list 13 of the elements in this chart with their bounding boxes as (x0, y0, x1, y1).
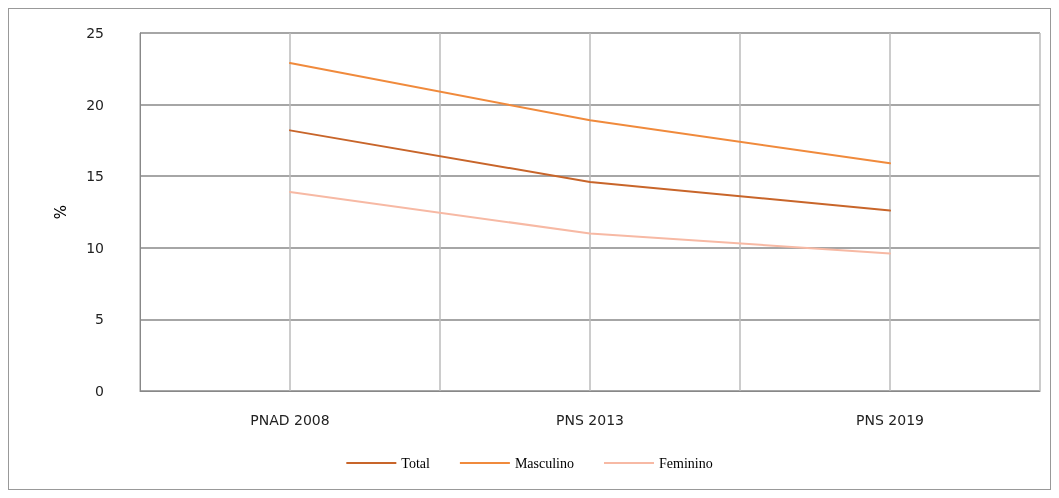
y-tick-label: 20 (86, 96, 104, 113)
y-tick-label: 25 (86, 25, 104, 41)
y-tick-label: 0 (95, 383, 104, 399)
x-tick-label: PNS 2019 (856, 412, 924, 428)
legend-label: Feminino (659, 455, 713, 471)
y-tick-label: 5 (95, 311, 104, 328)
legend-label: Masculino (514, 455, 575, 471)
y-tick-label: 15 (86, 168, 104, 185)
x-tick-label: PNS 2013 (556, 412, 624, 428)
legend-label: Total (401, 455, 431, 471)
y-axis-title: % (51, 204, 70, 220)
y-tick-label: 10 (86, 239, 104, 256)
x-tick-label: PNAD 2008 (250, 412, 330, 428)
